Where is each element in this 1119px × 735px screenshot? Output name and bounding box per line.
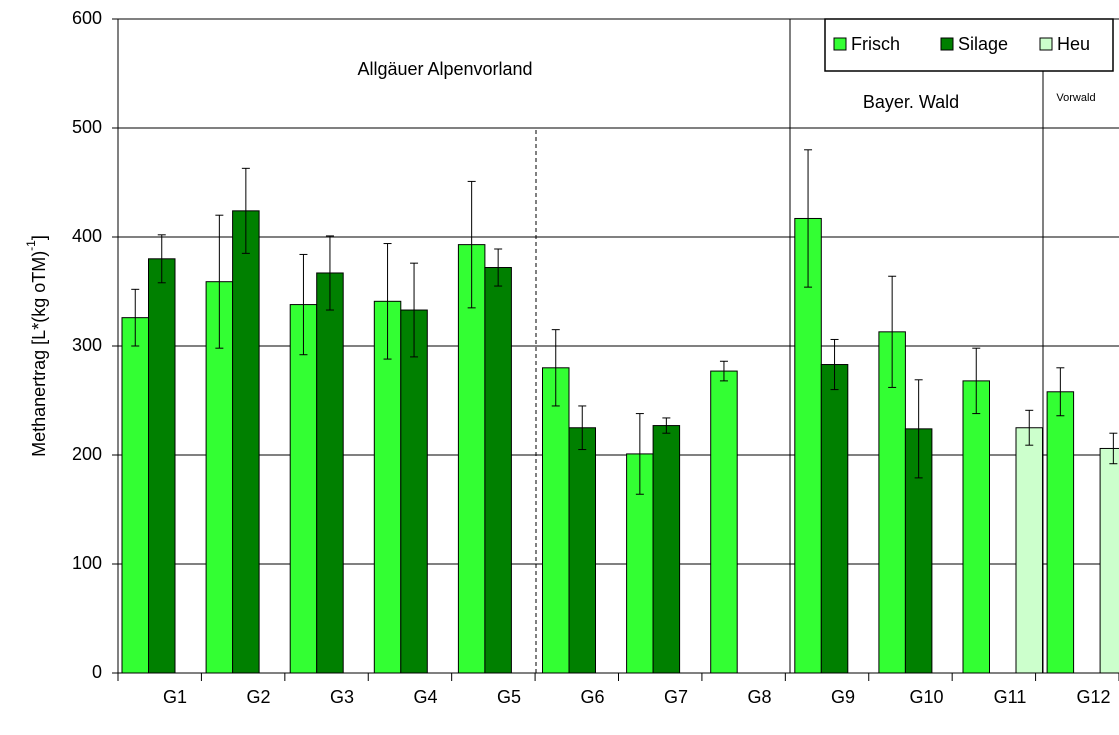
y-axis-title-main: Methanertrag [L*(kg oTM) (29, 251, 49, 457)
error-bar (1109, 432, 1118, 465)
legend-swatch (833, 37, 847, 51)
x-tick-label: G8 (747, 687, 771, 707)
y-tick-label: 600 (72, 8, 102, 28)
bar (542, 367, 570, 674)
error-bar (1025, 409, 1034, 446)
legend-label: Silage (958, 34, 1008, 54)
region-label: Allgäuer Alpenvorland (357, 59, 532, 79)
error-bar (551, 329, 560, 407)
error-bar (719, 360, 728, 382)
error-bar (131, 288, 140, 347)
y-axis-title-end: ] (29, 235, 49, 240)
error-bar (635, 413, 644, 495)
x-tick-label: G12 (1076, 687, 1110, 707)
y-tick-label: 400 (72, 226, 102, 246)
error-bar (325, 235, 334, 311)
x-tick-label: G7 (664, 687, 688, 707)
legend-swatch (940, 37, 954, 51)
x-tick-label: G4 (413, 687, 437, 707)
bar (1046, 391, 1075, 674)
x-tick-label: G2 (246, 687, 270, 707)
legend-label: Frisch (851, 34, 900, 54)
x-tick-label: G1 (163, 687, 187, 707)
error-bar (662, 417, 671, 434)
y-tick-label: 0 (92, 662, 102, 682)
x-tick-label: G6 (580, 687, 604, 707)
bar (568, 427, 596, 674)
legend-swatch (1039, 37, 1053, 51)
bar (232, 210, 260, 674)
error-bar (972, 347, 981, 415)
y-tick-label: 500 (72, 117, 102, 137)
bar (121, 317, 149, 674)
bar (316, 272, 344, 674)
bar (148, 258, 176, 674)
error-bar (467, 180, 476, 309)
legend-box (824, 18, 1114, 72)
bar (400, 309, 428, 674)
region-label: Bayer. Wald (863, 92, 959, 112)
legend-label: Heu (1057, 34, 1090, 54)
y-axis-title: Methanertrag [L*(kg oTM)-1] (24, 235, 49, 457)
x-tick-label: G11 (994, 687, 1027, 707)
bar (457, 244, 486, 674)
y-axis-title-sup: -1 (24, 240, 38, 251)
error-bar (804, 149, 813, 288)
bar (820, 364, 849, 674)
y-tick-label: 100 (72, 553, 102, 573)
bar (484, 267, 512, 674)
error-bar (578, 405, 587, 451)
error-bar (914, 379, 923, 479)
error-bar (830, 338, 839, 391)
x-tick-label: G9 (831, 687, 855, 707)
error-bar (383, 243, 392, 360)
y-tick-label: 200 (72, 444, 102, 464)
error-bar (888, 275, 897, 388)
error-bar (215, 214, 224, 349)
bar (652, 425, 681, 674)
bar (289, 304, 318, 674)
x-tick-label: G5 (497, 687, 521, 707)
x-tick-label: G10 (909, 687, 943, 707)
bar (1099, 447, 1119, 674)
bar (962, 380, 990, 674)
y-tick-label: 300 (72, 335, 102, 355)
error-bar (157, 234, 166, 284)
error-bar (410, 262, 419, 358)
legend: Frisch Silage Heu (824, 18, 1114, 72)
error-bar (241, 167, 250, 254)
error-bar (1056, 367, 1065, 417)
bar (1015, 427, 1043, 674)
bar (710, 370, 738, 674)
error-bar (299, 253, 308, 356)
error-bar (494, 248, 503, 287)
x-tick-label: G3 (330, 687, 354, 707)
region-label: Vorwald (1056, 92, 1095, 104)
